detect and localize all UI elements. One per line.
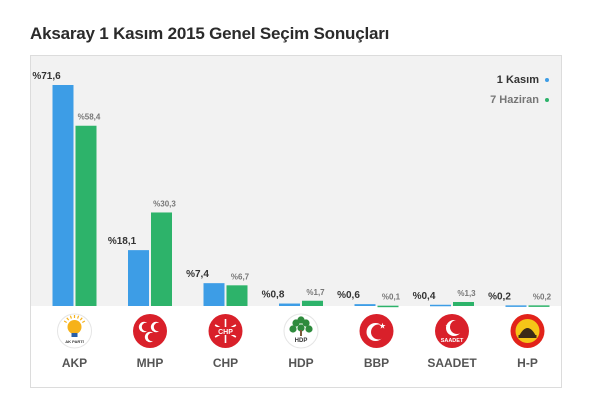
chart-panel: %71,6 %58,4 AK PARTİ AKP %18,1 %30,3 MHP %7,4 %6…: [30, 55, 562, 388]
bar-new-hdp: [279, 303, 300, 306]
mhp-three-crescents-icon: [133, 314, 167, 348]
bar-old-mhp: [151, 212, 172, 306]
data-label-new: %7,4: [186, 269, 209, 280]
bar-new-saadet: [430, 304, 451, 307]
data-label-new: %0,8: [262, 290, 285, 301]
bar-new-bbp: [354, 304, 376, 306]
bar-chart: %71,6 %58,4 AK PARTİ AKP %18,1 %30,3 MHP %7,4 %6…: [31, 71, 561, 387]
data-label-new: %71,6: [32, 71, 61, 82]
data-label-old: %1,3: [457, 289, 476, 298]
ak-parti-lightbulb-icon: AK PARTİ: [57, 313, 92, 349]
party-group-mhp: %18,1 %30,3 MHP: [108, 199, 177, 370]
svg-text:SAADET: SAADET: [441, 338, 464, 344]
bar-old-saadet: [453, 301, 474, 306]
party-name: BBP: [364, 356, 389, 370]
legend-dot: [545, 78, 549, 83]
party-group-bbp: %0,6 %0,1 BBP: [337, 290, 401, 370]
hak-ve-hukuk-partisi-icon: [510, 314, 545, 348]
bar-old-bbp: [377, 305, 399, 308]
svg-text:HDP: HDP: [295, 338, 308, 344]
bar-old-chp: [226, 285, 248, 306]
party-name: MHP: [137, 356, 164, 370]
legend-label: 1 Kasım: [496, 74, 539, 86]
data-label-new: %0,6: [337, 290, 360, 301]
data-label-old: %58,4: [78, 113, 101, 122]
bar-old-h-p: [528, 305, 550, 307]
bar-new-chp: [203, 283, 225, 306]
data-label-new: %0,2: [488, 291, 511, 302]
svg-text:AK PARTİ: AK PARTİ: [65, 339, 84, 344]
bar-old-akp: [75, 125, 97, 307]
chp-six-arrows-icon: CHP: [208, 314, 243, 348]
saadet-crescent-icon: SAADET: [435, 314, 469, 348]
party-name: HDP: [288, 356, 313, 370]
chart-legend: 1 Kasım 7 Haziran: [490, 72, 549, 112]
party-group-saadet: %0,4 %1,3 SAADET SAADET: [413, 289, 478, 370]
bbp-crescent-star-icon: [359, 314, 394, 348]
legend-label: 7 Haziran: [490, 94, 539, 106]
data-label-old: %6,7: [231, 272, 250, 281]
party-group-h-p: %0,2 %0,2 H-P: [488, 291, 552, 370]
legend-item-1-kasim: 1 Kasım: [490, 72, 549, 92]
data-label-old: %1,7: [306, 288, 325, 297]
bar-old-hdp: [302, 300, 323, 306]
bar-new-mhp: [128, 250, 149, 306]
bar-new-akp: [52, 85, 74, 306]
bar-new-h-p: [505, 305, 527, 307]
party-group-chp: %7,4 %6,7 CHP CHP: [186, 269, 250, 370]
data-label-old: %30,3: [153, 199, 176, 208]
party-name: SAADET: [427, 356, 477, 370]
data-label-old: %0,2: [533, 292, 552, 301]
legend-item-7-haziran: 7 Haziran: [490, 92, 549, 112]
party-name: H-P: [517, 356, 538, 370]
svg-text:CHP: CHP: [218, 329, 233, 336]
data-label-new: %0,4: [413, 291, 436, 302]
party-name: AKP: [62, 356, 87, 370]
legend-dot: [545, 98, 549, 103]
hdp-tree-icon: HDP: [283, 313, 319, 349]
party-group-akp: %71,6 %58,4 AK PARTİ AKP: [32, 71, 101, 370]
chart-title: Aksaray 1 Kasım 2015 Genel Seçim Sonuçla…: [30, 24, 390, 43]
data-label-old: %0,1: [382, 293, 401, 302]
party-name: CHP: [213, 356, 238, 370]
party-group-hdp: %0,8 %1,7 HDP HDP: [262, 288, 326, 370]
data-label-new: %18,1: [108, 236, 137, 247]
